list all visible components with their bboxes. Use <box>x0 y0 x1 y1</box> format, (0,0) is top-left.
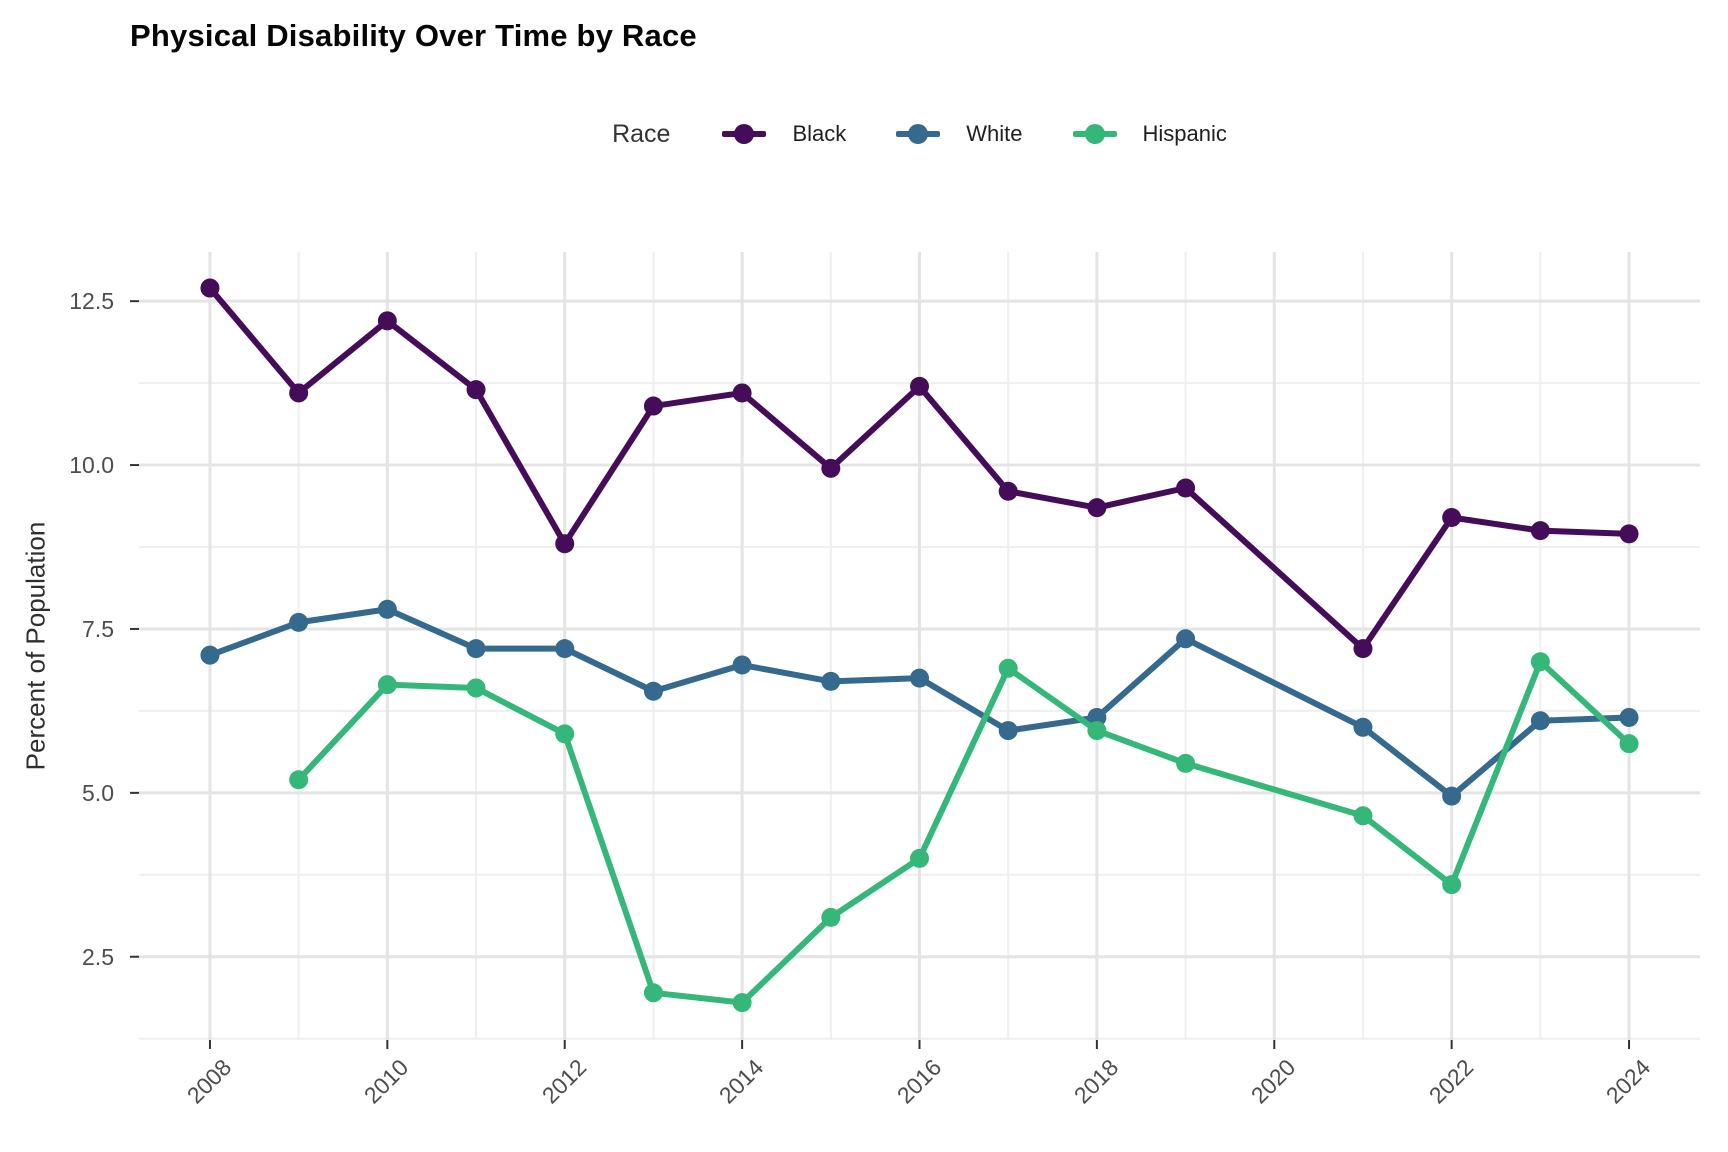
data-point-hispanic[interactable] <box>1619 734 1639 754</box>
axis-ticks <box>130 300 1631 1049</box>
series-black <box>200 278 1639 659</box>
series-hispanic <box>289 652 1639 1013</box>
data-point-black[interactable] <box>200 278 220 298</box>
y-tick-label: 5.0 <box>82 779 114 806</box>
data-point-hispanic[interactable] <box>466 678 486 698</box>
data-point-white[interactable] <box>1530 711 1550 731</box>
data-point-white[interactable] <box>555 639 575 659</box>
data-point-black[interactable] <box>821 458 841 478</box>
data-point-black[interactable] <box>1530 521 1550 541</box>
data-point-hispanic[interactable] <box>1530 652 1550 672</box>
data-point-hispanic[interactable] <box>1442 875 1462 895</box>
legend-label-black: Black <box>792 121 847 146</box>
data-point-white[interactable] <box>998 721 1018 741</box>
data-point-black[interactable] <box>643 396 663 416</box>
data-point-black[interactable] <box>998 481 1018 501</box>
data-point-white[interactable] <box>821 671 841 691</box>
legend: Race Black White Hispanic <box>139 108 1700 160</box>
data-point-black[interactable] <box>466 380 486 400</box>
data-point-white[interactable] <box>200 645 220 665</box>
data-point-hispanic[interactable] <box>377 675 397 695</box>
series-line-black <box>206 285 1633 652</box>
data-point-white[interactable] <box>1442 786 1462 806</box>
data-point-white[interactable] <box>466 639 486 659</box>
data-point-white[interactable] <box>732 655 752 675</box>
data-point-white[interactable] <box>1087 707 1107 727</box>
chart-title: Physical Disability Over Time by Race <box>130 18 697 53</box>
gridlines-major <box>139 252 1700 1040</box>
data-point-black[interactable] <box>910 376 929 396</box>
data-point-hispanic[interactable] <box>555 724 575 744</box>
data-point-black[interactable] <box>1442 508 1462 528</box>
legend-label-hispanic: Hispanic <box>1142 121 1227 146</box>
data-point-black[interactable] <box>1176 478 1196 498</box>
legend-item-white[interactable]: White <box>896 121 1023 147</box>
data-point-hispanic[interactable] <box>998 658 1018 678</box>
data-point-black[interactable] <box>289 383 309 403</box>
data-point-hispanic[interactable] <box>910 848 929 868</box>
data-point-black[interactable] <box>377 311 397 331</box>
data-point-hispanic[interactable] <box>289 770 309 790</box>
data-point-white[interactable] <box>1619 707 1639 727</box>
legend-marker-white-icon <box>896 123 941 145</box>
y-tick-label: 7.5 <box>82 615 114 642</box>
data-point-hispanic[interactable] <box>1087 721 1107 741</box>
data-point-white[interactable] <box>1353 717 1373 737</box>
legend-item-black[interactable]: Black <box>722 121 846 147</box>
data-point-black[interactable] <box>555 534 575 554</box>
y-tick-label: 2.5 <box>82 943 114 970</box>
data-point-white[interactable] <box>1176 629 1196 649</box>
data-point-white[interactable] <box>643 681 663 701</box>
legend-item-hispanic[interactable]: Hispanic <box>1072 121 1227 147</box>
y-tick-label: 10.0 <box>69 452 114 479</box>
data-point-hispanic[interactable] <box>821 907 841 927</box>
data-point-hispanic[interactable] <box>732 993 752 1013</box>
legend-marker-black-icon <box>722 123 767 145</box>
data-point-white[interactable] <box>910 668 929 688</box>
data-point-black[interactable] <box>1087 498 1107 518</box>
data-point-white[interactable] <box>289 612 309 632</box>
legend-title: Race <box>612 119 671 148</box>
y-tick-label: 12.5 <box>69 288 114 315</box>
series-line-white <box>206 606 1633 800</box>
data-point-hispanic[interactable] <box>1176 753 1196 773</box>
series-line-hispanic <box>295 658 1633 1006</box>
data-point-white[interactable] <box>377 599 397 619</box>
data-point-hispanic[interactable] <box>643 983 663 1003</box>
data-point-black[interactable] <box>732 383 752 403</box>
legend-marker-hispanic-icon <box>1072 123 1117 145</box>
data-point-hispanic[interactable] <box>1353 806 1373 826</box>
data-point-black[interactable] <box>1619 524 1639 544</box>
data-point-black[interactable] <box>1353 639 1373 659</box>
legend-label-white: White <box>966 121 1023 146</box>
series-white <box>200 599 1639 806</box>
